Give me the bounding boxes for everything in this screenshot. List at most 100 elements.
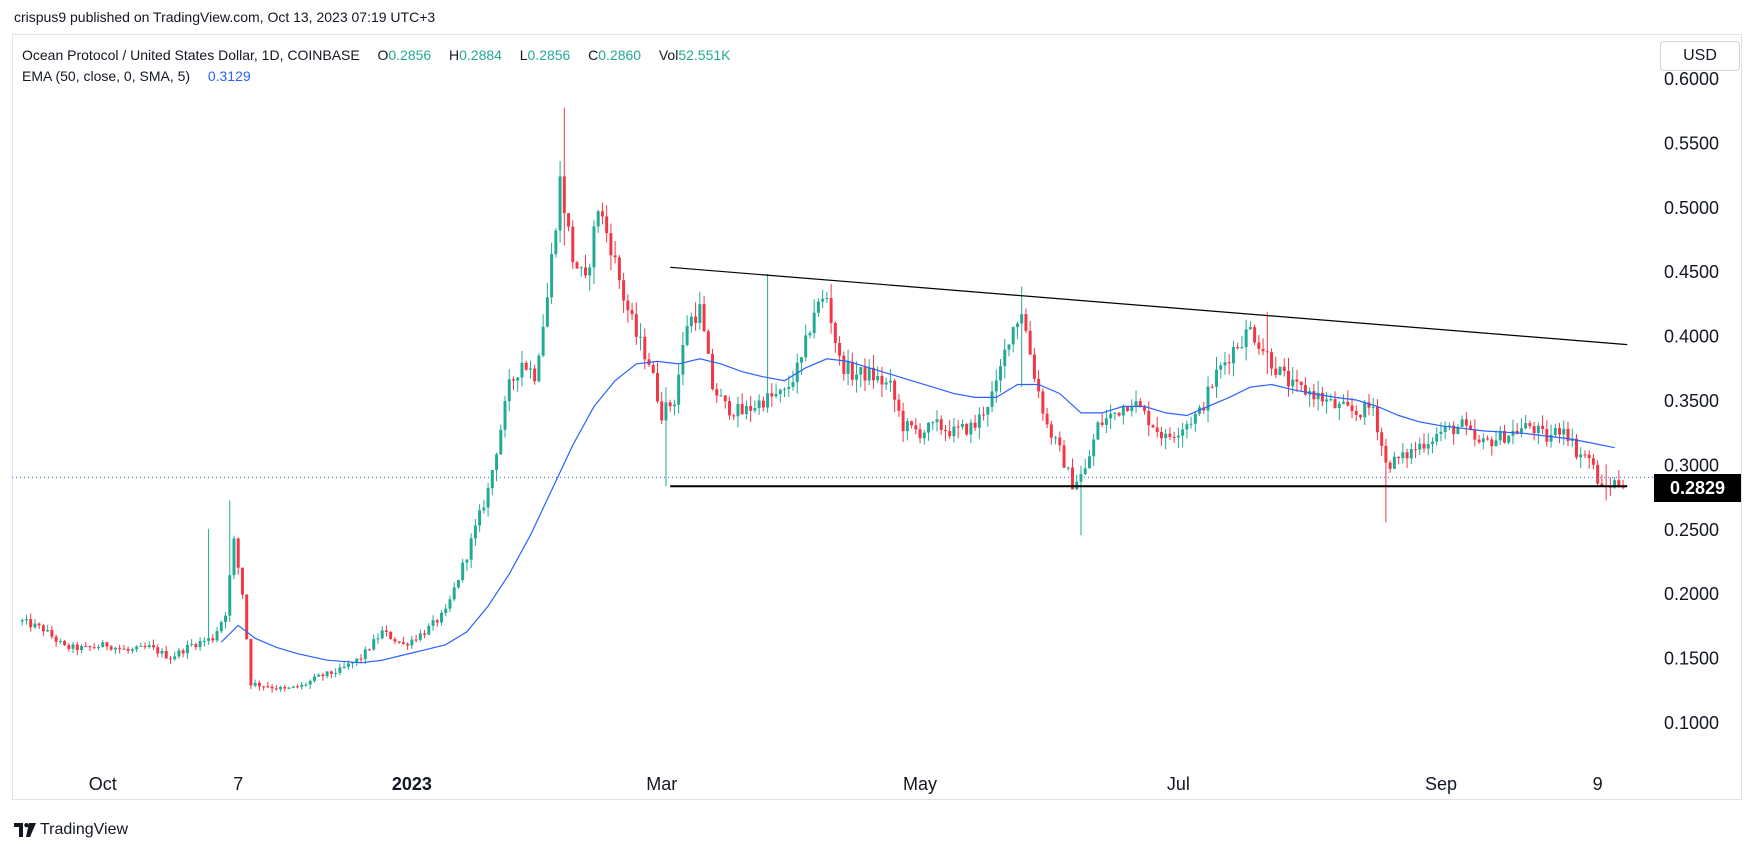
candle-body: [1346, 401, 1350, 406]
candle-body: [1164, 433, 1168, 439]
candle-body: [571, 226, 575, 263]
candle-body: [575, 262, 579, 269]
candle-body: [1536, 425, 1540, 434]
symbol-label[interactable]: Ocean Protocol / United States Dollar, 1…: [22, 47, 360, 63]
candle-body: [24, 619, 28, 621]
candle-body: [533, 368, 537, 382]
candle-body: [1253, 327, 1257, 343]
candle-body: [1494, 440, 1498, 447]
candle-body: [384, 630, 388, 632]
candle-body: [537, 355, 541, 382]
tradingview-brand[interactable]: TradingView: [14, 821, 128, 839]
candle-body: [372, 639, 376, 650]
candle-body: [1392, 456, 1396, 469]
candle-body: [266, 686, 270, 688]
candle-body: [1426, 444, 1430, 449]
candle-body: [1117, 412, 1121, 416]
candle-body: [228, 575, 232, 616]
candle-body: [118, 647, 122, 649]
candle-body: [1591, 458, 1595, 465]
candle-body: [113, 647, 117, 650]
x-tick-label: Mar: [646, 774, 677, 794]
candle-body: [600, 211, 604, 217]
candle-body: [986, 406, 990, 415]
candle-body: [50, 630, 54, 637]
candle-body: [516, 377, 520, 381]
candle-body: [262, 686, 266, 688]
candle-body: [164, 650, 168, 659]
candle-body: [499, 429, 503, 455]
y-tick-label: 0.2000: [1664, 584, 1719, 604]
candle-body: [1066, 467, 1070, 469]
ema-line: [220, 358, 1615, 664]
candle-body: [245, 594, 249, 640]
candle-body: [901, 410, 905, 432]
candle-body: [1138, 401, 1142, 407]
candle-body: [1024, 314, 1028, 331]
candle-body: [1359, 414, 1362, 418]
candle-body: [1257, 342, 1261, 349]
candle-body: [270, 686, 274, 689]
candle-body: [749, 405, 753, 411]
candle-body: [960, 423, 964, 427]
candle-body: [329, 671, 333, 674]
tradingview-logo-icon: [14, 823, 36, 837]
y-tick-label: 0.3000: [1664, 455, 1719, 475]
candle-body: [1045, 413, 1049, 425]
candle-body: [1384, 445, 1388, 463]
candle-body: [1553, 428, 1557, 435]
candle-body: [922, 432, 926, 439]
candle-body: [1248, 327, 1252, 330]
candle-body: [321, 674, 325, 677]
candle-body: [761, 400, 765, 408]
candle-body: [791, 382, 795, 387]
candle-body: [1498, 430, 1502, 441]
candle-body: [274, 688, 278, 690]
candle-body: [927, 422, 931, 433]
candle-body: [888, 380, 892, 383]
ema-indicator-label[interactable]: EMA (50, close, 0, SMA, 5): [22, 68, 191, 84]
candle-body: [418, 633, 422, 640]
currency-button[interactable]: USD: [1660, 41, 1740, 71]
candle-body: [1418, 443, 1422, 450]
open-value: 0.2856: [388, 47, 432, 63]
candle-body: [465, 559, 469, 563]
candle-body: [1181, 429, 1185, 436]
y-tick-label: 0.4500: [1664, 262, 1719, 282]
candle-body: [1202, 407, 1206, 411]
y-tick-label: 0.5500: [1664, 133, 1719, 153]
candle-body: [1054, 437, 1058, 439]
candle-body: [1528, 423, 1532, 427]
volume-value: 52.551K: [678, 47, 731, 63]
candle-body: [325, 671, 329, 677]
candle-body: [122, 648, 126, 650]
candle-body: [1617, 480, 1621, 486]
candle-body: [1244, 329, 1248, 348]
candle-body: [757, 400, 761, 409]
y-tick-label: 0.5000: [1664, 198, 1719, 218]
candle-body: [1071, 467, 1074, 490]
candle-body: [668, 402, 672, 407]
candle-body: [918, 429, 922, 439]
candle-body: [1464, 419, 1468, 426]
candle-body: [431, 620, 435, 626]
candle-body: [1388, 462, 1392, 469]
candle-body: [1333, 399, 1337, 409]
candle-body: [939, 419, 943, 431]
candle-body: [1143, 406, 1146, 411]
candle-body: [20, 620, 24, 622]
candle-body: [1185, 424, 1189, 430]
candle-body: [867, 367, 871, 381]
candle-body: [355, 658, 359, 663]
candle-body: [168, 658, 172, 660]
candle-body: [677, 374, 681, 405]
candle-body: [1456, 426, 1460, 435]
candle-body: [664, 402, 668, 421]
candle-body: [207, 638, 211, 641]
candle-body: [1397, 456, 1401, 459]
candle-body: [1363, 402, 1367, 418]
candle-body: [833, 322, 837, 343]
candle-body: [46, 630, 50, 632]
open-label: O: [377, 47, 389, 63]
